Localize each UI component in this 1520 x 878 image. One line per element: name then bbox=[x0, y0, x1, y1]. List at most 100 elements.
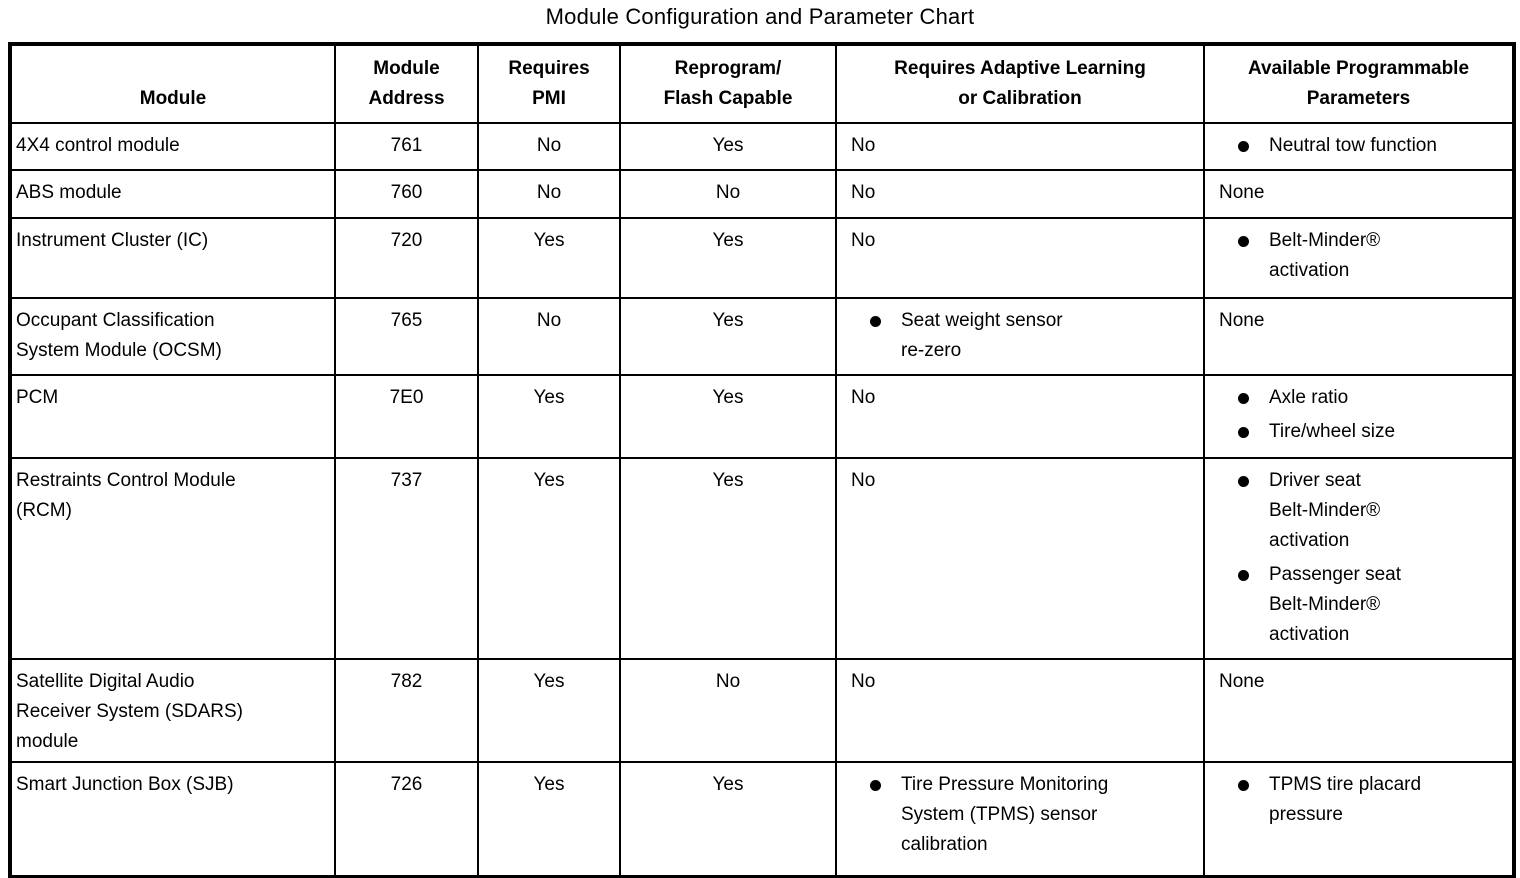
cell-programmable-parameters: Driver seat Belt-Minder® activation Passe… bbox=[1203, 457, 1515, 660]
bullet-list: TPMS tire placard pressure bbox=[1209, 770, 1508, 830]
cell-reprogram-flash: Yes bbox=[619, 217, 837, 299]
cell-reprogram-flash: Yes bbox=[619, 761, 837, 878]
cell-adaptive-learning: No bbox=[835, 169, 1205, 219]
table-row: Instrument Cluster (IC) 720 Yes Yes No Belt-M… bbox=[9, 217, 1515, 299]
cell-requires-pmi: Yes bbox=[477, 217, 621, 299]
table-row: Occupant Classification System Module (O… bbox=[9, 297, 1515, 376]
cell-module-address: 782 bbox=[334, 658, 479, 763]
cell-reprogram-flash: No bbox=[619, 169, 837, 219]
bullet-text: Driver seat Belt-Minder® activation bbox=[1269, 470, 1381, 551]
cell-requires-pmi: Yes bbox=[477, 457, 621, 660]
cell-module: Smart Junction Box (SJB) bbox=[9, 761, 336, 878]
bullet-icon bbox=[870, 316, 881, 327]
bullet-list: Axle ratio Tire/wheel size bbox=[1209, 383, 1508, 447]
column-header-adaptive-learning: Requires Adaptive Learning or Calibratio… bbox=[835, 43, 1205, 124]
bullet-icon bbox=[1238, 141, 1249, 152]
cell-module: PCM bbox=[9, 374, 336, 459]
cell-module-address: 726 bbox=[334, 761, 479, 878]
bullet-item: Driver seat Belt-Minder® activation bbox=[1209, 466, 1508, 556]
bullet-list: Belt-Minder® activation bbox=[1209, 226, 1508, 286]
table-row: Smart Junction Box (SJB) 726 Yes Yes Tire Pr… bbox=[9, 761, 1515, 878]
cell-text: None bbox=[1219, 182, 1265, 203]
bullet-text: Axle ratio bbox=[1269, 387, 1349, 408]
cell-module-address: 761 bbox=[334, 122, 479, 171]
cell-programmable-parameters: None bbox=[1203, 658, 1515, 763]
cell-reprogram-flash: Yes bbox=[619, 297, 837, 376]
cell-module-address: 765 bbox=[334, 297, 479, 376]
bullet-item: Tire/wheel size bbox=[1209, 417, 1508, 447]
bullet-text: Belt-Minder® activation bbox=[1269, 230, 1381, 281]
table-row: Restraints Control Module (RCM) 737 Yes Yes… bbox=[9, 457, 1515, 660]
bullet-list: Neutral tow function bbox=[1209, 131, 1508, 161]
cell-reprogram-flash: Yes bbox=[619, 374, 837, 459]
cell-programmable-parameters: None bbox=[1203, 297, 1515, 376]
cell-text: No bbox=[851, 470, 876, 491]
bullet-list: Seat weight sensor re-zero bbox=[841, 306, 1199, 366]
cell-module-address: 7E0 bbox=[334, 374, 479, 459]
cell-programmable-parameters: None bbox=[1203, 169, 1515, 219]
cell-adaptive-learning: No bbox=[835, 457, 1205, 660]
page-title: Module Configuration and Parameter Chart bbox=[545, 4, 975, 29]
bullet-text: Neutral tow function bbox=[1269, 135, 1437, 156]
bullet-item: Tire Pressure Monitoring System (TPMS) s… bbox=[841, 770, 1199, 860]
cell-text: No bbox=[851, 135, 876, 156]
bullet-icon bbox=[1238, 570, 1249, 581]
bullet-item: Belt-Minder® activation bbox=[1209, 226, 1508, 286]
cell-module: ABS module bbox=[9, 169, 336, 219]
bullet-item: Passenger seat Belt-Minder® activation bbox=[1209, 560, 1508, 650]
bullet-item: Seat weight sensor re-zero bbox=[841, 306, 1199, 366]
cell-module-address: 760 bbox=[334, 169, 479, 219]
table-row: 4X4 control module 761 No Yes No Neutral tow … bbox=[9, 122, 1515, 171]
bullet-icon bbox=[1238, 780, 1249, 791]
column-header-module-address: Module Address bbox=[334, 43, 479, 124]
cell-reprogram-flash: Yes bbox=[619, 457, 837, 660]
cell-reprogram-flash: No bbox=[619, 658, 837, 763]
table-row: PCM 7E0 Yes Yes No Axle ratio Tire/wheel size bbox=[9, 374, 1515, 459]
bullet-item: Neutral tow function bbox=[1209, 131, 1508, 161]
cell-module: Occupant Classification System Module (O… bbox=[9, 297, 336, 376]
cell-adaptive-learning: No bbox=[835, 217, 1205, 299]
cell-requires-pmi: Yes bbox=[477, 658, 621, 763]
cell-text: No bbox=[851, 671, 876, 692]
table-body: 4X4 control module 761 No Yes No Neutral tow … bbox=[9, 122, 1515, 878]
bullet-text: Passenger seat Belt-Minder® activation bbox=[1269, 564, 1402, 645]
cell-module-address: 737 bbox=[334, 457, 479, 660]
cell-adaptive-learning: Tire Pressure Monitoring System (TPMS) s… bbox=[835, 761, 1205, 878]
cell-requires-pmi: Yes bbox=[477, 761, 621, 878]
cell-programmable-parameters: Belt-Minder® activation bbox=[1203, 217, 1515, 299]
bullet-icon bbox=[1238, 236, 1249, 247]
cell-programmable-parameters: Axle ratio Tire/wheel size bbox=[1203, 374, 1515, 459]
cell-requires-pmi: No bbox=[477, 169, 621, 219]
cell-requires-pmi: No bbox=[477, 122, 621, 171]
cell-adaptive-learning: Seat weight sensor re-zero bbox=[835, 297, 1205, 376]
bullet-list: Driver seat Belt-Minder® activation Passe… bbox=[1209, 466, 1508, 650]
module-configuration-table: Module Module Address Requires PMI Reprogra… bbox=[8, 42, 1516, 878]
cell-text: None bbox=[1219, 310, 1265, 331]
cell-module: Satellite Digital Audio Receiver System … bbox=[9, 658, 336, 763]
cell-text: No bbox=[851, 230, 876, 251]
bullet-text: Seat weight sensor re-zero bbox=[901, 310, 1063, 361]
cell-programmable-parameters: TPMS tire placard pressure bbox=[1203, 761, 1515, 878]
bullet-text: Tire Pressure Monitoring System (TPMS) s… bbox=[901, 774, 1109, 855]
bullet-icon bbox=[1238, 427, 1249, 438]
cell-requires-pmi: No bbox=[477, 297, 621, 376]
cell-module: Instrument Cluster (IC) bbox=[9, 217, 336, 299]
cell-programmable-parameters: Neutral tow function bbox=[1203, 122, 1515, 171]
cell-text: No bbox=[851, 182, 876, 203]
column-header-module: Module bbox=[9, 43, 336, 124]
header-row: Module Module Address Requires PMI Reprogra… bbox=[9, 43, 1515, 124]
cell-text: None bbox=[1219, 671, 1265, 692]
cell-adaptive-learning: No bbox=[835, 658, 1205, 763]
cell-reprogram-flash: Yes bbox=[619, 122, 837, 171]
bullet-icon bbox=[1238, 393, 1249, 404]
column-header-reprogram-flash: Reprogram/ Flash Capable bbox=[619, 43, 837, 124]
table-row: ABS module 760 No No No None bbox=[9, 169, 1515, 219]
cell-text: No bbox=[851, 387, 876, 408]
cell-adaptive-learning: No bbox=[835, 374, 1205, 459]
bullet-text: Tire/wheel size bbox=[1269, 421, 1396, 442]
cell-adaptive-learning: No bbox=[835, 122, 1205, 171]
cell-module-address: 720 bbox=[334, 217, 479, 299]
bullet-item: TPMS tire placard pressure bbox=[1209, 770, 1508, 830]
cell-requires-pmi: Yes bbox=[477, 374, 621, 459]
